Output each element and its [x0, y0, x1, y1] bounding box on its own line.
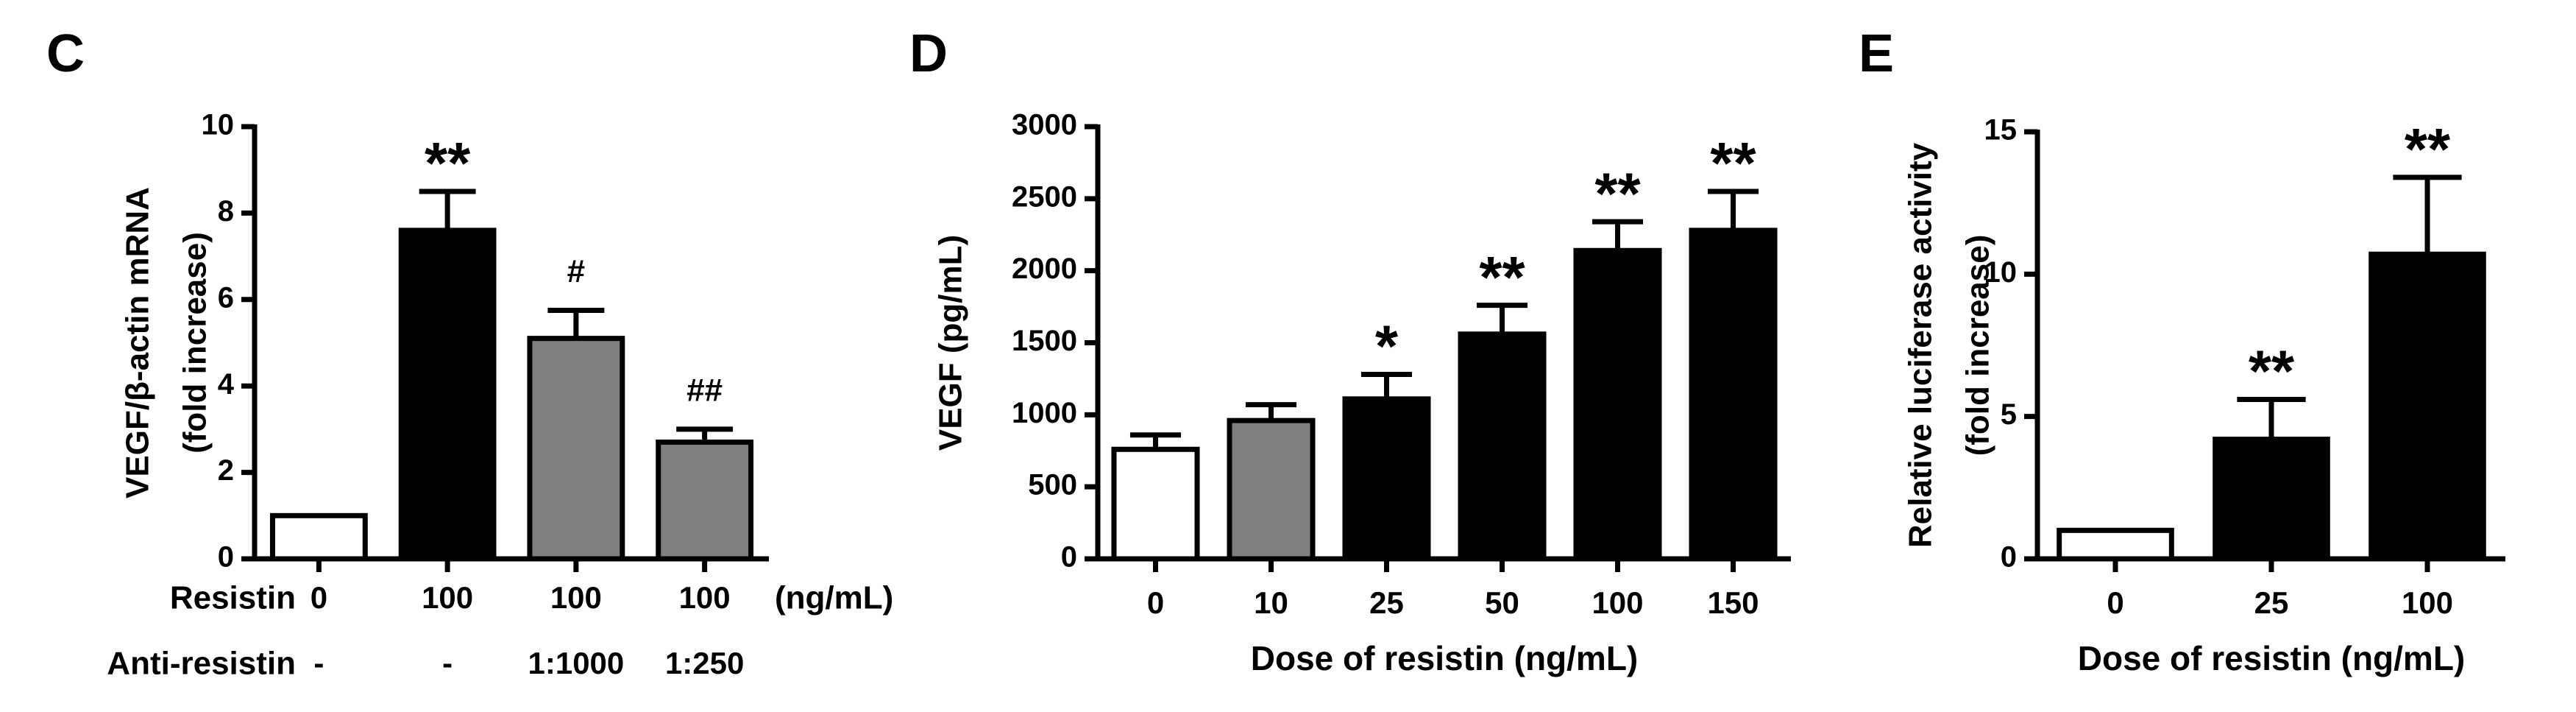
x-tick-label: 150 [1707, 585, 1759, 620]
y-tick-label: 0 [218, 541, 234, 574]
y-tick-label: 2500 [1012, 180, 1077, 213]
significance-label: * [1375, 314, 1399, 379]
bar [1342, 396, 1431, 562]
error-bar [419, 188, 476, 230]
x-tick-label: 10 [1254, 585, 1288, 620]
x-axis-label: Dose of resistin (ng/mL) [1251, 639, 1638, 677]
x-tick-label: 50 [1485, 585, 1519, 620]
bar [527, 336, 625, 562]
x-tick-label: 0 [2107, 585, 2123, 620]
y-tick-label: 15 [1984, 114, 2018, 147]
panel-label: E [1859, 24, 1894, 83]
y-tick-label: 2000 [1012, 253, 1077, 285]
bar [1111, 446, 1200, 562]
bar [1227, 417, 1316, 562]
y-tick-label: 0 [2001, 541, 2017, 574]
x-axis-label: Dose of resistin (ng/mL) [2078, 639, 2465, 677]
significance-label: ** [1479, 244, 1525, 310]
error-bar [1592, 219, 1644, 251]
bar [2213, 437, 2330, 562]
significance-label: ** [1594, 161, 1641, 226]
y-tick-label: 10 [1984, 256, 2018, 289]
x-tick-label: 100 [679, 580, 731, 615]
y-tick-label: 4 [218, 368, 235, 401]
error-bar [1476, 303, 1528, 334]
significance-label: ** [2405, 116, 2451, 182]
x-tick-label: 0 [1147, 585, 1164, 620]
panel-label: C [46, 24, 85, 83]
row-label: Anti-resistin [107, 646, 296, 682]
significance-label: ** [2249, 339, 2295, 404]
y-axis-label: (fold increase) [1960, 235, 1996, 457]
significance-label: ** [425, 130, 471, 196]
x-tick-label: 1:250 [665, 646, 744, 680]
error-bar [1360, 372, 1413, 399]
x-tick-label: 100 [2402, 585, 2453, 620]
y-tick-label: 10 [202, 109, 235, 141]
y-tick-label: 0 [1061, 541, 1077, 574]
bar [1689, 228, 1778, 562]
y-tick-label: 5 [2001, 398, 2017, 431]
significance-label: ## [686, 373, 723, 409]
bar [2369, 251, 2486, 562]
significance-label: # [567, 253, 585, 289]
error-bar [676, 426, 734, 443]
row-unit: (ng/mL) [775, 580, 893, 616]
error-bar [2393, 175, 2462, 255]
x-tick-label: - [442, 646, 453, 680]
bar [398, 228, 497, 562]
x-tick-label: 25 [1369, 585, 1404, 620]
y-tick-label: 1000 [1012, 397, 1077, 429]
row-label: Resistin [170, 580, 296, 616]
panel-label: D [909, 24, 948, 83]
error-bar [1707, 188, 1759, 230]
x-tick-label: 100 [550, 580, 602, 615]
error-bar [1245, 402, 1297, 421]
significance-label: ** [1710, 130, 1756, 196]
error-bar [1129, 432, 1182, 450]
bar [656, 440, 754, 562]
panel: E Relative luciferase activity (fold incre… [1859, 24, 2505, 677]
y-axis-label: Relative luciferase activity [1903, 142, 1939, 548]
x-tick-label: - [313, 646, 324, 680]
x-tick-label: 1:1000 [528, 646, 624, 680]
bar [2057, 527, 2174, 562]
y-axis-label: (fold increase) [177, 232, 213, 454]
x-tick-label: 100 [422, 580, 473, 615]
panel: C VEGF/β-actin mRNA (fold increase) 0 2 4 6 8 10… [46, 24, 893, 682]
y-tick-label: 500 [1028, 469, 1077, 501]
y-tick-label: 1500 [1012, 325, 1077, 357]
y-axis-label: VEGF/β-actin mRNA [120, 187, 156, 498]
error-bar [547, 307, 605, 339]
y-axis-label: VEGF (pg/mL) [933, 235, 969, 451]
bar [1573, 247, 1662, 562]
y-tick-label: 8 [218, 195, 234, 228]
error-bar [2237, 396, 2306, 440]
bar [1458, 331, 1547, 562]
y-tick-label: 3000 [1012, 109, 1077, 141]
bar [269, 512, 368, 562]
x-tick-label: 25 [2254, 585, 2289, 620]
x-tick-label: 100 [1592, 585, 1643, 620]
y-tick-label: 2 [218, 454, 234, 487]
y-tick-label: 6 [218, 281, 234, 314]
x-tick-label: 0 [311, 580, 327, 615]
